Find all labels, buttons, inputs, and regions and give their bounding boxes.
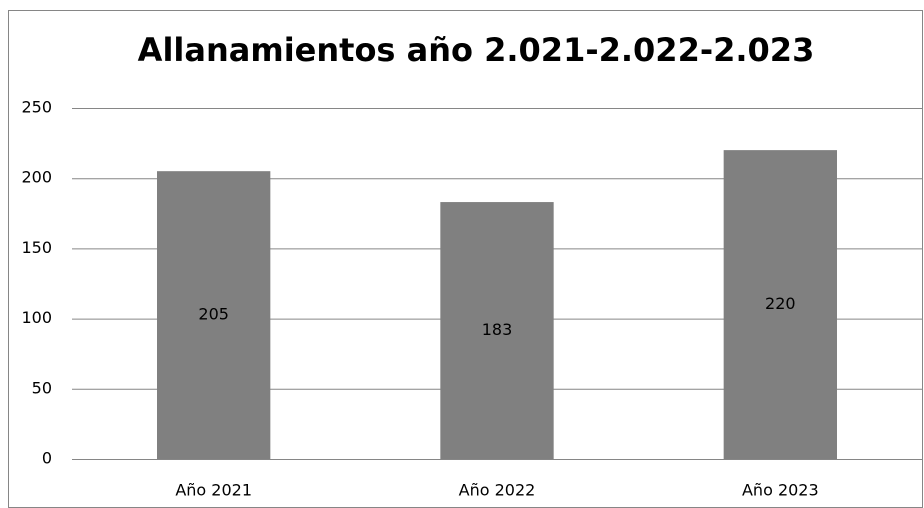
- data-label: 220: [765, 294, 796, 313]
- y-tick-label: 200: [21, 168, 52, 187]
- data-label: 205: [198, 305, 229, 324]
- bar: [723, 150, 837, 459]
- x-tick-label: Año 2022: [459, 481, 536, 500]
- y-tick-label: 50: [32, 378, 52, 397]
- chart-title: Allanamientos año 2.021-2.022-2.023: [138, 31, 815, 69]
- bar: [440, 202, 554, 459]
- bar: [157, 171, 271, 459]
- y-tick-label: 250: [21, 98, 52, 117]
- y-tick-label: 150: [21, 238, 52, 257]
- y-tick-label: 0: [42, 449, 52, 468]
- x-tick-label: Año 2023: [742, 481, 819, 500]
- x-tick-label: Año 2021: [175, 481, 252, 500]
- y-tick-label: 100: [21, 308, 52, 327]
- data-label: 183: [482, 320, 513, 339]
